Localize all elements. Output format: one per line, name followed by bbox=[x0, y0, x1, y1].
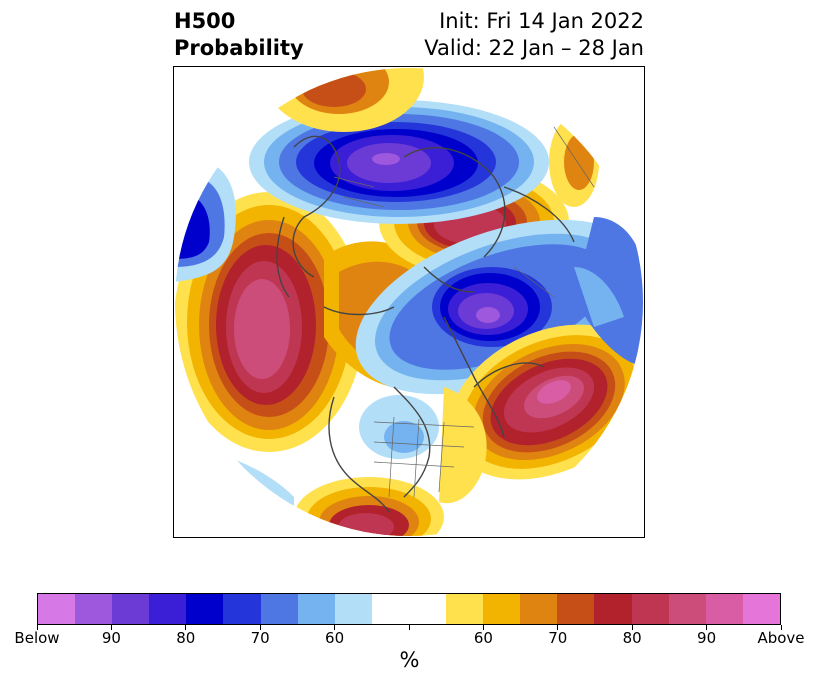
colorbar-tick-label: Below bbox=[14, 629, 60, 647]
colorbar-tick bbox=[482, 625, 484, 630]
colorbar-segment bbox=[408, 594, 447, 624]
colorbar-tick-label: 60 bbox=[325, 629, 345, 647]
title-field-name: H500 bbox=[174, 9, 236, 33]
colorbar-tick bbox=[334, 625, 336, 630]
colorbar-tick bbox=[259, 625, 261, 630]
colorbar-segment bbox=[38, 594, 76, 624]
colorbar-tick-label: 80 bbox=[176, 629, 196, 647]
great-lakes-trough-anomaly bbox=[359, 395, 439, 459]
colorbar-segment bbox=[371, 594, 409, 624]
europe-trough-anomaly bbox=[249, 100, 549, 224]
colorbar-tick-label: 90 bbox=[101, 629, 121, 647]
colorbar-ticks: Below 90 80 70 60 60 70 80 90 Above bbox=[14, 625, 805, 649]
colorbar-tick bbox=[36, 625, 38, 630]
colorbar-segment bbox=[446, 594, 484, 624]
colorbar-tick-label: 80 bbox=[622, 629, 642, 647]
colorbar-tick bbox=[631, 625, 633, 630]
coastlines bbox=[276, 135, 575, 513]
colorbar-tick-label: Above bbox=[757, 629, 805, 647]
colorbar-segment bbox=[483, 594, 521, 624]
colorbar-tick-label: 70 bbox=[548, 629, 568, 647]
colorbar-tick bbox=[706, 625, 708, 630]
colorbar-segment bbox=[594, 594, 632, 624]
colorbar-tick-label: 70 bbox=[250, 629, 270, 647]
colorbar-segment bbox=[705, 594, 743, 624]
colorbar-tick bbox=[780, 625, 782, 630]
colorbar-tick bbox=[185, 625, 187, 630]
colorbar-segment bbox=[631, 594, 669, 624]
colorbar-tick bbox=[408, 625, 410, 630]
colorbar-segment bbox=[260, 594, 298, 624]
colorbar-segment bbox=[557, 594, 595, 624]
colorbar-segment bbox=[75, 594, 113, 624]
colorbar-unit-label: % bbox=[399, 648, 420, 672]
probability-map-svg bbox=[175, 68, 643, 536]
borders bbox=[333, 126, 625, 498]
colorbar-segment bbox=[112, 594, 150, 624]
colorbar-tick bbox=[110, 625, 112, 630]
valid-period: Valid: 22 Jan – 28 Jan bbox=[424, 36, 644, 60]
east-coast-ridge-anomaly bbox=[439, 387, 487, 504]
pacific-ridge-anomaly bbox=[175, 192, 364, 452]
colorbar-segment bbox=[149, 594, 187, 624]
colorbar-segment bbox=[297, 594, 335, 624]
map-run-info: Init: Fri 14 Jan 2022 Valid: 22 Jan – 28… bbox=[424, 8, 644, 62]
colorbar-segment bbox=[334, 594, 372, 624]
colorbar-segment bbox=[742, 594, 780, 624]
init-time: Init: Fri 14 Jan 2022 bbox=[439, 9, 644, 33]
colorbar-segment bbox=[223, 594, 261, 624]
colorbar bbox=[37, 593, 781, 625]
colorbar-tick-label: 60 bbox=[473, 629, 493, 647]
polar-map bbox=[173, 66, 645, 538]
colorbar-segment bbox=[186, 594, 224, 624]
colorbar-segment bbox=[520, 594, 558, 624]
colorbar-tick-label: 90 bbox=[697, 629, 717, 647]
title-product: Probability bbox=[174, 36, 304, 60]
colorbar-tick bbox=[557, 625, 559, 630]
colorbar-segment bbox=[668, 594, 706, 624]
map-title: H500 Probability bbox=[174, 8, 304, 62]
